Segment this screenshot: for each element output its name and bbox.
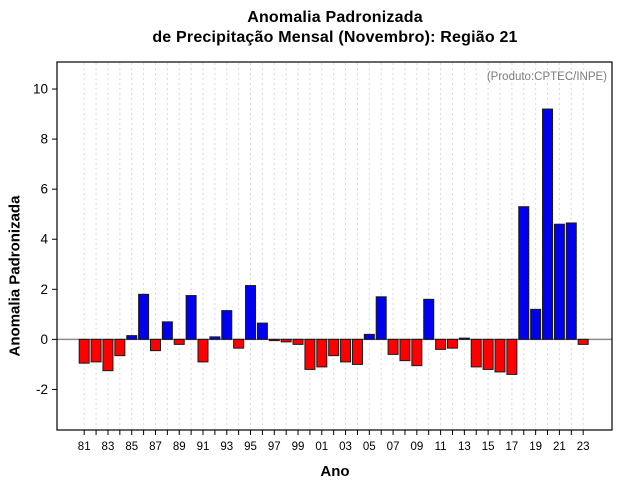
x-tick-label: 91 xyxy=(197,441,210,453)
bar-1988 xyxy=(161,321,173,340)
bar-1984 xyxy=(114,338,126,357)
x-axis: 81 83 85 87 89 91 93 95 97 99 01 03 05 07 09 11 13 15 17 19… xyxy=(78,430,590,453)
x-tick-label: 19 xyxy=(529,441,542,453)
x-tick-label: 05 xyxy=(363,441,376,453)
x-tick-label: 95 xyxy=(244,441,257,453)
bar-2016 xyxy=(494,338,506,373)
x-axis-title: Ano xyxy=(320,463,350,480)
bar-2006 xyxy=(375,296,387,340)
x-tick-label: 97 xyxy=(268,441,281,453)
y-axis: -2 0 2 4 6 8 10 xyxy=(33,82,57,397)
x-tick-label: 23 xyxy=(577,441,590,453)
bars xyxy=(78,108,589,375)
y-tick-label: 10 xyxy=(33,82,48,97)
chart-title: Anomalia Padronizada de Precipitação Men… xyxy=(57,8,613,48)
bar-2000 xyxy=(304,338,316,370)
bar-1997 xyxy=(268,338,280,342)
bar-2007 xyxy=(387,338,399,355)
bar-2015 xyxy=(482,338,494,370)
y-tick-label: 4 xyxy=(40,232,48,247)
bar-2004 xyxy=(351,338,363,365)
plot-border xyxy=(56,61,613,431)
x-tick-label: 15 xyxy=(482,441,495,453)
y-tick-label: 0 xyxy=(40,332,48,347)
x-tick-label: 13 xyxy=(458,441,471,453)
bar-1982 xyxy=(90,338,102,363)
bar-2018 xyxy=(518,206,530,340)
bar-1991 xyxy=(197,338,209,363)
chart-title-line2: de Precipitação Mensal (Novembro): Regiã… xyxy=(152,29,518,46)
bar-2003 xyxy=(340,338,352,363)
x-tick-label: 21 xyxy=(553,441,566,453)
bar-1986 xyxy=(138,293,150,340)
x-tick-label: 07 xyxy=(387,441,400,453)
y-axis-title: Anomalia Padronizada xyxy=(6,195,24,357)
bar-1990 xyxy=(185,295,197,340)
bar-2005 xyxy=(363,333,375,340)
bar-2013 xyxy=(458,337,470,340)
x-tick-label: 11 xyxy=(435,441,447,453)
y-tick-label: 8 xyxy=(40,132,48,147)
bar-2014 xyxy=(470,338,482,368)
bar-2001 xyxy=(316,338,328,368)
bar-1985 xyxy=(126,335,138,340)
x-tick-label: 17 xyxy=(505,441,518,453)
bar-1987 xyxy=(149,338,161,352)
bar-1981 xyxy=(78,338,90,364)
bar-2010 xyxy=(423,298,435,340)
bar-1999 xyxy=(292,338,304,345)
bar-1992 xyxy=(209,336,221,340)
x-tick-label: 87 xyxy=(149,441,162,453)
bar-2020 xyxy=(542,108,554,340)
bar-2002 xyxy=(328,338,340,357)
y-tick-label: 2 xyxy=(40,282,48,297)
bar-2008 xyxy=(399,338,411,362)
bar-1995 xyxy=(245,285,257,340)
chart-title-line1: Anomalia Padronizada xyxy=(247,9,423,26)
x-tick-label: 93 xyxy=(220,441,233,453)
bar-1989 xyxy=(173,338,185,345)
x-tick-label: 01 xyxy=(315,441,328,453)
bar-1996 xyxy=(256,322,268,340)
bar-2009 xyxy=(411,338,423,367)
bar-2012 xyxy=(446,338,458,349)
bar-1994 xyxy=(233,338,245,349)
x-tick-label: 03 xyxy=(339,441,352,453)
y-tick-label: 6 xyxy=(40,182,48,197)
x-tick-label: 09 xyxy=(410,441,423,453)
bar-1993 xyxy=(221,310,233,340)
bar-2011 xyxy=(435,338,447,350)
bar-2021 xyxy=(553,223,565,340)
bar-2017 xyxy=(506,338,518,375)
bar-2023 xyxy=(577,338,589,345)
x-tick-label: 83 xyxy=(102,441,115,453)
x-tick-label: 85 xyxy=(125,441,138,453)
y-tick-label: -2 xyxy=(36,382,48,397)
bar-2019 xyxy=(530,308,542,340)
x-tick-label: 81 xyxy=(78,441,91,453)
x-tick-label: 89 xyxy=(173,441,186,453)
bar-1983 xyxy=(102,338,114,372)
bar-2022 xyxy=(565,222,577,340)
x-tick-label: 99 xyxy=(292,441,305,453)
product-label: (Produto:CPTEC/INPE) xyxy=(486,71,607,83)
bar-1998 xyxy=(280,338,292,343)
